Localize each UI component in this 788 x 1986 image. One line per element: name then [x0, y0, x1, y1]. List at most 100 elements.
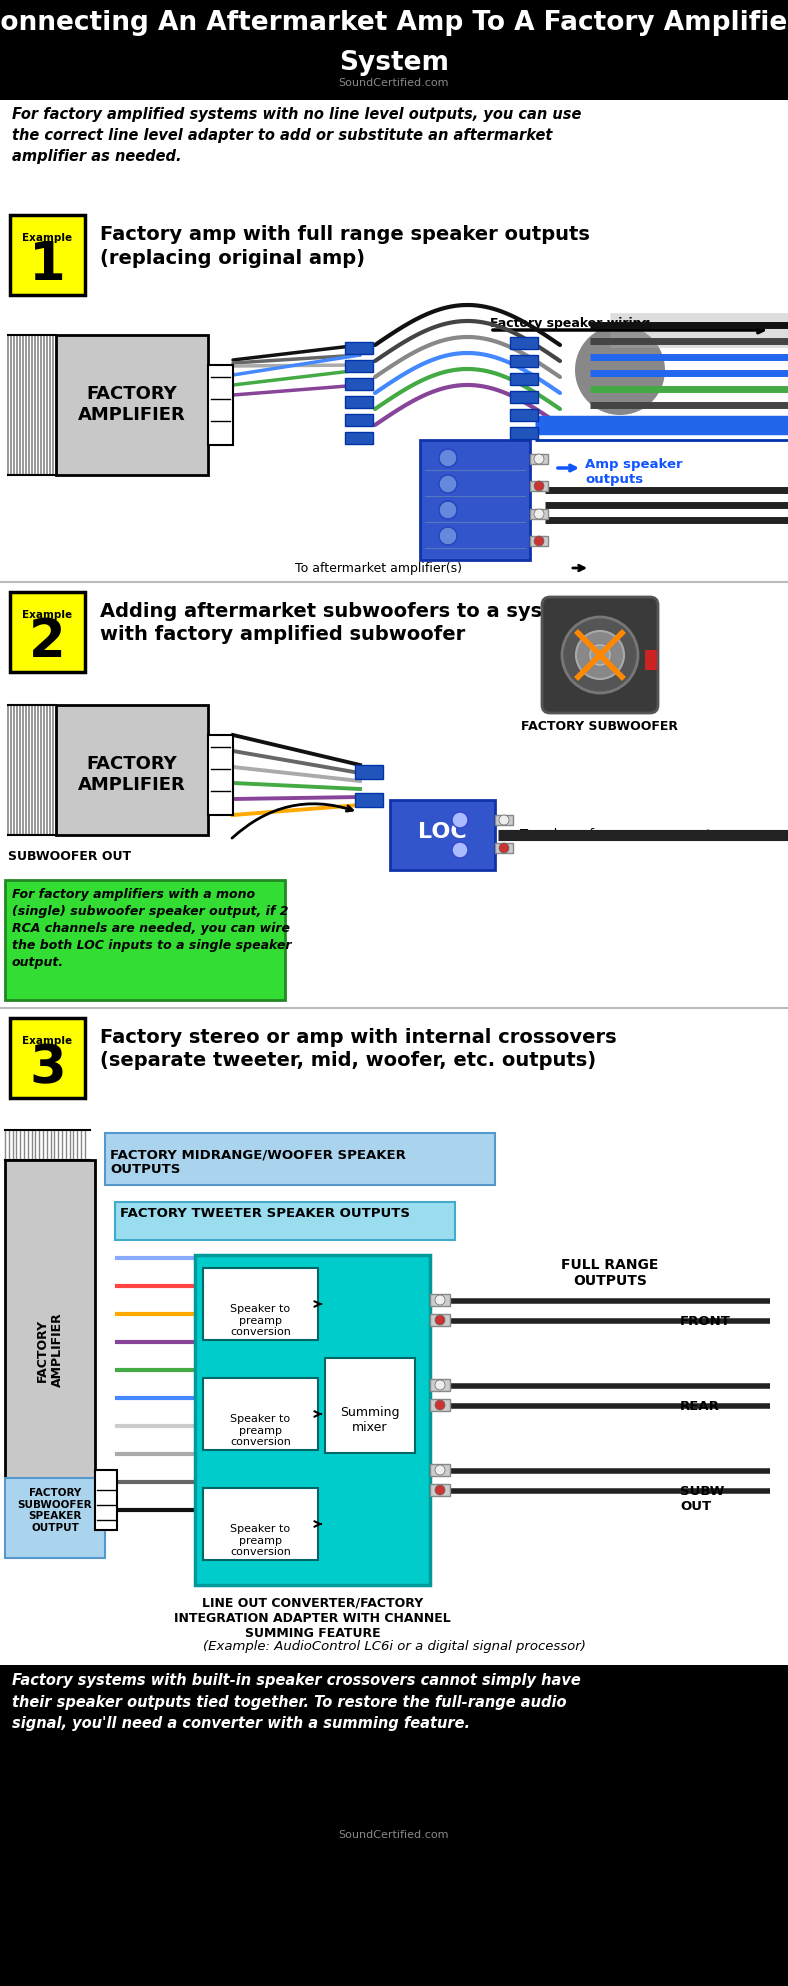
Bar	[390, 800, 495, 870]
Text: LINE OUT CONVERTER/FACTORY
INTEGRATION ADAPTER WITH CHANNEL
SUMMING FEATURE: LINE OUT CONVERTER/FACTORY INTEGRATION A…	[174, 1597, 451, 1640]
Circle shape	[435, 1295, 445, 1305]
Circle shape	[435, 1486, 445, 1495]
Bar	[355, 792, 383, 806]
Bar	[645, 649, 657, 669]
Bar	[430, 1295, 450, 1307]
Text: Factory speaker wiring: Factory speaker wiring	[490, 318, 650, 330]
Bar	[203, 1267, 318, 1341]
Bar	[5, 1478, 105, 1557]
Text: FACTORY TWEETER SPEAKER OUTPUTS: FACTORY TWEETER SPEAKER OUTPUTS	[120, 1207, 410, 1219]
Bar	[325, 1358, 415, 1454]
Bar	[495, 842, 513, 854]
Bar	[0, 1664, 788, 1986]
Circle shape	[439, 449, 457, 467]
Text: FACTORY MIDRANGE/WOOFER SPEAKER
OUTPUTS: FACTORY MIDRANGE/WOOFER SPEAKER OUTPUTS	[110, 1148, 406, 1176]
Circle shape	[435, 1400, 445, 1410]
Bar	[430, 1484, 450, 1495]
Text: Example: Example	[22, 232, 72, 242]
Text: Speaker to
preamp
conversion: Speaker to preamp conversion	[230, 1523, 291, 1557]
Bar	[10, 592, 85, 671]
Circle shape	[452, 842, 468, 858]
Text: LOC: LOC	[418, 822, 466, 842]
Bar	[495, 814, 513, 824]
Bar	[530, 455, 548, 465]
Text: For factory amplified systems with no line level outputs, you can use
the correc: For factory amplified systems with no li…	[12, 107, 582, 165]
Bar	[345, 413, 373, 427]
Bar	[208, 365, 233, 445]
Bar	[56, 336, 208, 475]
Bar	[5, 880, 285, 1001]
Text: REAR: REAR	[680, 1400, 720, 1412]
Text: SUBWOOFER OUT: SUBWOOFER OUT	[8, 850, 131, 864]
Bar	[430, 1378, 450, 1390]
Bar	[420, 441, 530, 560]
Text: Example: Example	[22, 610, 72, 620]
Circle shape	[562, 618, 638, 693]
Circle shape	[576, 632, 624, 679]
Text: Amp speaker
outputs: Amp speaker outputs	[585, 459, 682, 487]
Circle shape	[439, 500, 457, 518]
Bar	[345, 377, 373, 389]
Text: (Example: AudioControl LC6i or a digital signal processor): (Example: AudioControl LC6i or a digital…	[203, 1640, 585, 1652]
Bar	[0, 0, 788, 99]
Text: FULL RANGE
OUTPUTS: FULL RANGE OUTPUTS	[561, 1257, 659, 1289]
Text: Connecting An Aftermarket Amp To A Factory Amplified: Connecting An Aftermarket Amp To A Facto…	[0, 10, 788, 36]
Bar	[195, 1255, 430, 1585]
Bar	[510, 427, 538, 439]
Text: Speaker to
preamp
conversion: Speaker to preamp conversion	[230, 1414, 291, 1448]
Text: System: System	[339, 50, 449, 75]
Text: SoundCertified.com: SoundCertified.com	[339, 77, 449, 87]
Text: FRONT: FRONT	[680, 1315, 731, 1329]
Text: For factory amplifiers with a mono
(single) subwoofer speaker output, if 2
RCA c: For factory amplifiers with a mono (sing…	[12, 888, 292, 969]
Text: Speaker to
preamp
conversion: Speaker to preamp conversion	[230, 1305, 291, 1337]
Circle shape	[435, 1315, 445, 1325]
Bar	[510, 338, 538, 350]
Text: Factory amp with full range speaker outputs
(replacing original amp): Factory amp with full range speaker outp…	[100, 224, 590, 268]
Text: FACTORY
AMPLIFIER: FACTORY AMPLIFIER	[78, 385, 186, 423]
Bar	[105, 1132, 495, 1186]
Bar	[510, 373, 538, 385]
Bar	[430, 1398, 450, 1410]
Circle shape	[534, 536, 544, 546]
Bar	[530, 481, 548, 491]
Circle shape	[590, 645, 610, 665]
Bar	[530, 508, 548, 518]
Bar	[530, 536, 548, 546]
Bar	[115, 1202, 455, 1239]
Bar	[5, 1160, 95, 1529]
Bar	[345, 395, 373, 407]
Circle shape	[435, 1466, 445, 1476]
Bar	[56, 705, 208, 834]
Text: SUBW
OUT: SUBW OUT	[680, 1486, 724, 1513]
Circle shape	[452, 812, 468, 828]
Bar	[345, 359, 373, 371]
Circle shape	[499, 814, 509, 824]
Text: To subwoofer amp: To subwoofer amp	[520, 828, 641, 840]
Circle shape	[534, 455, 544, 465]
Bar	[510, 355, 538, 367]
Text: Factory systems with built-in speaker crossovers cannot simply have
their speake: Factory systems with built-in speaker cr…	[12, 1672, 581, 1732]
Text: 2: 2	[29, 616, 66, 667]
Bar	[345, 433, 373, 445]
Text: Summing
mixer: Summing mixer	[340, 1406, 400, 1434]
Text: Example: Example	[22, 1037, 72, 1047]
Text: To aftermarket amplifier(s): To aftermarket amplifier(s)	[295, 562, 462, 576]
Bar	[510, 391, 538, 403]
Circle shape	[439, 526, 457, 544]
Bar	[10, 1019, 85, 1098]
Bar	[203, 1488, 318, 1559]
Text: FACTORY SUBWOOFER: FACTORY SUBWOOFER	[522, 721, 678, 733]
Circle shape	[575, 326, 665, 415]
Bar	[95, 1470, 117, 1529]
Bar	[208, 735, 233, 814]
Text: FACTORY
SUBWOOFER
SPEAKER
OUTPUT: FACTORY SUBWOOFER SPEAKER OUTPUT	[17, 1488, 92, 1533]
Text: FACTORY
AMPLIFIER: FACTORY AMPLIFIER	[36, 1313, 64, 1388]
Circle shape	[499, 842, 509, 854]
Bar	[203, 1378, 318, 1450]
FancyBboxPatch shape	[542, 598, 658, 713]
Text: Factory stereo or amp with internal crossovers
(separate tweeter, mid, woofer, e: Factory stereo or amp with internal cros…	[100, 1029, 617, 1070]
Bar	[430, 1464, 450, 1476]
Bar	[430, 1315, 450, 1327]
Text: Adding aftermarket subwoofers to a system
with factory amplified subwoofer: Adding aftermarket subwoofers to a syste…	[100, 602, 585, 645]
Circle shape	[534, 481, 544, 491]
